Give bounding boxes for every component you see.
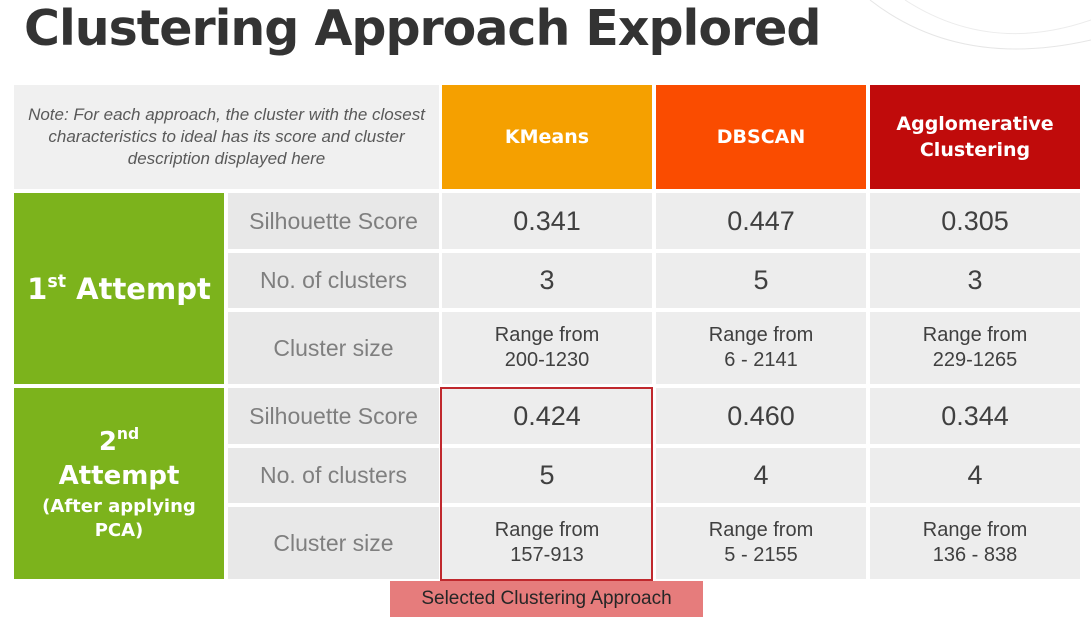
metric-label-size-1: Cluster size: [228, 312, 439, 384]
metric-label-clusters-2: No. of clusters: [228, 448, 439, 503]
table-cell: 0.447: [656, 193, 866, 249]
attempt-2-ordinal: nd: [116, 424, 140, 443]
selected-approach-highlight: [440, 387, 653, 581]
table-cell: 4: [870, 448, 1080, 503]
attempt-2-word: Attempt: [58, 460, 180, 491]
cell-line: Range from: [494, 519, 600, 541]
table-cell: 0.460: [656, 388, 866, 444]
table-cell: Range from 157-913: [442, 507, 652, 579]
cell-line: 229-1265: [932, 349, 1018, 371]
column-header-agglomerative: Agglomerative Clustering: [870, 85, 1080, 189]
attempt-1-word: Attempt: [76, 271, 211, 306]
column-header-agglomerative-label: Agglomerative Clustering: [896, 113, 1054, 161]
metric-label-silhouette-2: Silhouette Score: [228, 388, 439, 444]
attempt-1-label: 1st Attempt: [14, 193, 224, 384]
table-cell: 0.305: [870, 193, 1080, 249]
attempt-2-number-line: 2nd: [99, 425, 139, 459]
attempt-1-title: 1st Attempt: [27, 272, 211, 306]
cell-line: Range from: [922, 519, 1028, 541]
cell-line: Range from: [922, 324, 1028, 346]
attempt-1-number: 1: [27, 271, 48, 306]
metric-label-size-2: Cluster size: [228, 507, 439, 579]
table-cell: Range from 229-1265: [870, 312, 1080, 384]
table-cell: 0.344: [870, 388, 1080, 444]
table-cell: 3: [870, 253, 1080, 308]
attempt-2-number: 2: [98, 426, 117, 457]
page-title: Clustering Approach Explored: [24, 0, 821, 57]
cell-line: 6 - 2141: [724, 349, 798, 371]
table-cell: Range from 136 - 838: [870, 507, 1080, 579]
cell-line: 157-913: [510, 544, 584, 566]
cell-line: 5 - 2155: [724, 544, 798, 566]
selected-approach-label: Selected Clustering Approach: [390, 581, 703, 617]
cell-line: Range from: [708, 519, 814, 541]
table-note: Note: For each approach, the cluster wit…: [14, 85, 439, 189]
column-header-dbscan: DBSCAN: [656, 85, 866, 189]
table-cell: 4: [656, 448, 866, 503]
attempt-1-ordinal: st: [47, 271, 67, 292]
cell-line: 200-1230: [504, 349, 590, 371]
table-cell: 5: [442, 448, 652, 503]
table-cell: 5: [656, 253, 866, 308]
column-header-kmeans: KMeans: [442, 85, 652, 189]
cell-line: Range from: [494, 324, 600, 346]
attempt-2-label: 2nd Attempt (After applying PCA): [14, 388, 224, 579]
cell-line: Range from: [708, 324, 814, 346]
table-cell: Range from 200-1230: [442, 312, 652, 384]
table-cell: 0.341: [442, 193, 652, 249]
metric-label-clusters-1: No. of clusters: [228, 253, 439, 308]
cell-line: 136 - 838: [932, 544, 1018, 566]
attempt-2-note: (After applying PCA): [42, 495, 196, 541]
table-cell: 0.424: [442, 388, 652, 444]
table-cell: Range from 5 - 2155: [656, 507, 866, 579]
table-cell: Range from 6 - 2141: [656, 312, 866, 384]
metric-label-silhouette-1: Silhouette Score: [228, 193, 439, 249]
table-cell: 3: [442, 253, 652, 308]
